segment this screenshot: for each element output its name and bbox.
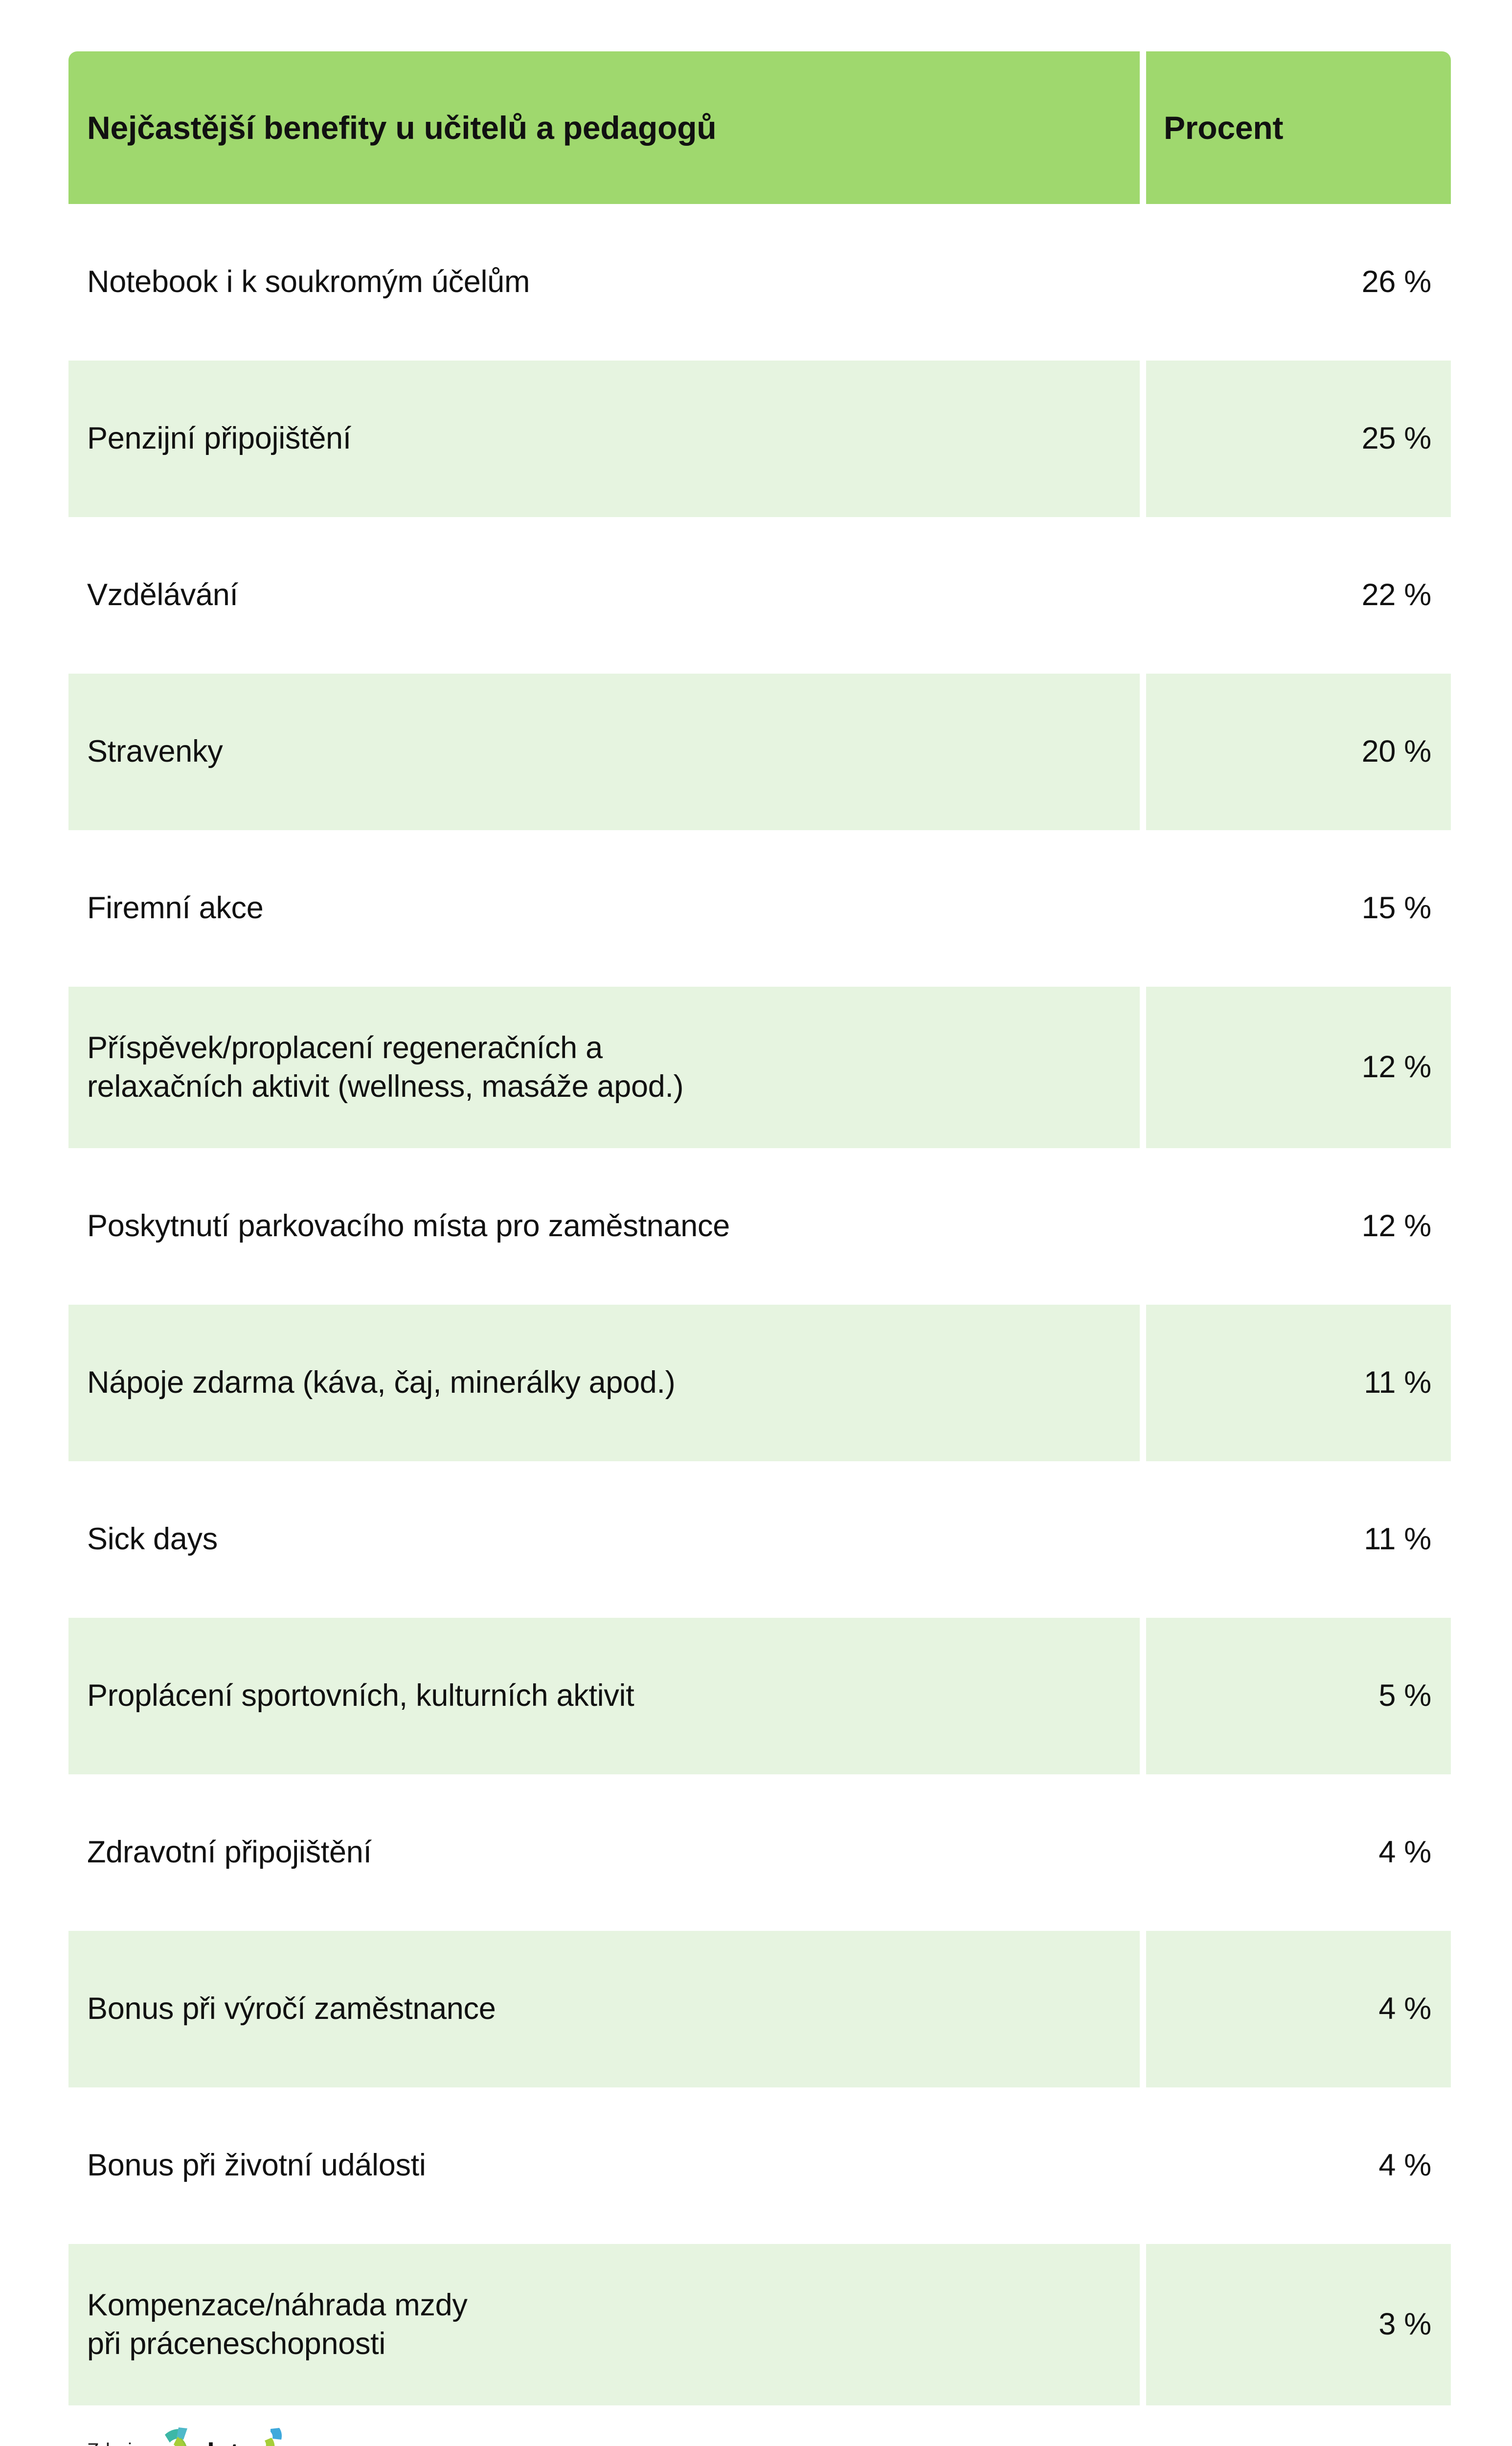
table-row: Kompenzace/náhrada mzdy při práceneschopn… (68, 2244, 1451, 2405)
benefit-percent-cell: 25 % (1146, 361, 1451, 517)
benefit-percent-cell: 4 % (1146, 2087, 1451, 2244)
benefit-label-line: Vzdělávání (87, 578, 238, 612)
benefit-percent-cell: 20 % (1146, 674, 1451, 830)
source-label: Zdroj: (87, 2440, 137, 2446)
benefit-label-cell: Zdravotní připojištění (68, 1774, 1140, 1931)
benefit-label-line: Nápoje zdarma (káva, čaj, minerálky apod… (87, 1365, 676, 1400)
benefit-label-line: relaxačních aktivit (wellness, masáže ap… (87, 1069, 684, 1104)
table-header-row: Nejčastější benefity u učitelů a pedagog… (68, 51, 1451, 204)
table-row: Nápoje zdarma (káva, čaj, minerálky apod… (68, 1305, 1451, 1461)
benefit-percent-cell: 26 % (1146, 204, 1451, 361)
benefit-percent-cell: 11 % (1146, 1305, 1451, 1461)
benefit-label-cell: Penzijní připojištění (68, 361, 1140, 517)
benefit-label-cell: Proplácení sportovních, kulturních aktiv… (68, 1618, 1140, 1774)
benefit-label-cell: Stravenky (68, 674, 1140, 830)
benefit-label-line: Poskytnutí parkovacího místa pro zaměstn… (87, 1209, 730, 1244)
benefit-percent-cell: 3 % (1146, 2244, 1451, 2405)
benefit-label-line: Kompenzace/náhrada mzdy (87, 2287, 468, 2322)
table-row: Příspěvek/proplacení regeneračních a rela… (68, 987, 1451, 1148)
table-header: Nejčastější benefity u učitelů a pedagog… (68, 51, 1451, 204)
benefit-percent-cell: 4 % (1146, 1931, 1451, 2087)
table-row: Notebook i k soukromým účelům 26 % (68, 204, 1451, 361)
benefit-label-cell: Kompenzace/náhrada mzdy při práceneschopn… (68, 2244, 1140, 2405)
benefit-label-cell: Bonus při výročí zaměstnance (68, 1931, 1140, 2087)
benefit-label-cell: Poskytnutí parkovacího místa pro zaměstn… (68, 1148, 1140, 1305)
benefit-label-line: Proplácení sportovních, kulturních aktiv… (87, 1678, 634, 1713)
benefit-label-line: Bonus při výročí zaměstnance (87, 1992, 496, 2026)
benefit-percent-cell: 15 % (1146, 830, 1451, 987)
logo-text: platy.cz (190, 2437, 289, 2446)
benefit-label-cell: Sick days (68, 1461, 1140, 1618)
table-row: Zdravotní připojištění 4 % (68, 1774, 1451, 1931)
benefit-label-cell: Nápoje zdarma (káva, čaj, minerálky apod… (68, 1305, 1140, 1461)
table-body: Notebook i k soukromým účelům 26 % Penzijn… (68, 204, 1451, 2405)
benefit-percent-cell: 12 % (1146, 987, 1451, 1148)
benefit-label-line: Bonus při životní události (87, 2148, 426, 2183)
benefit-label-line: Zdravotní připojištění (87, 1835, 372, 1870)
benefit-label-line: Penzijní připojištění (87, 421, 351, 456)
benefit-label-line: Notebook i k soukromým účelům (87, 265, 530, 299)
benefit-percent-cell: 4 % (1146, 1774, 1451, 1931)
benefits-table: Nejčastější benefity u učitelů a pedagog… (62, 51, 1457, 2405)
table-row: Bonus při výročí zaměstnance 4 % (68, 1931, 1451, 2087)
table-row: Proplácení sportovních, kulturních aktiv… (68, 1618, 1451, 1774)
platy-cz-logo[interactable]: platy.cz (148, 2423, 295, 2446)
source-footer: Zdroj: platy.cz (68, 2423, 1444, 2446)
benefit-label-cell: Firemní akce (68, 830, 1140, 987)
benefit-label-cell: Notebook i k soukromým účelům (68, 204, 1140, 361)
benefit-label-line: Firemní akce (87, 891, 264, 926)
table-row: Vzdělávání 22 % (68, 517, 1451, 674)
benefit-percent-cell: 11 % (1146, 1461, 1451, 1618)
benefit-label-line: při práceneschopnosti (87, 2327, 386, 2361)
benefit-label-cell: Příspěvek/proplacení regeneračních a rela… (68, 987, 1140, 1148)
table-row: Stravenky 20 % (68, 674, 1451, 830)
benefit-percent-cell: 22 % (1146, 517, 1451, 674)
table-row: Sick days 11 % (68, 1461, 1451, 1618)
benefit-label-line: Příspěvek/proplacení regeneračních a (87, 1030, 603, 1065)
benefit-label-line: Sick days (87, 1522, 218, 1557)
table-row: Poskytnutí parkovacího místa pro zaměstn… (68, 1148, 1451, 1305)
table-row: Bonus při životní události 4 % (68, 2087, 1451, 2244)
column-header-percent: Procent (1146, 51, 1451, 204)
benefit-label-line: Stravenky (87, 734, 223, 769)
benefit-label-cell: Bonus při životní události (68, 2087, 1140, 2244)
column-header-benefit: Nejčastější benefity u učitelů a pedagog… (68, 51, 1140, 204)
benefit-label-cell: Vzdělávání (68, 517, 1140, 674)
table-row: Penzijní připojištění 25 % (68, 361, 1451, 517)
benefit-percent-cell: 12 % (1146, 1148, 1451, 1305)
table-row: Firemní akce 15 % (68, 830, 1451, 987)
benefit-percent-cell: 5 % (1146, 1618, 1451, 1774)
